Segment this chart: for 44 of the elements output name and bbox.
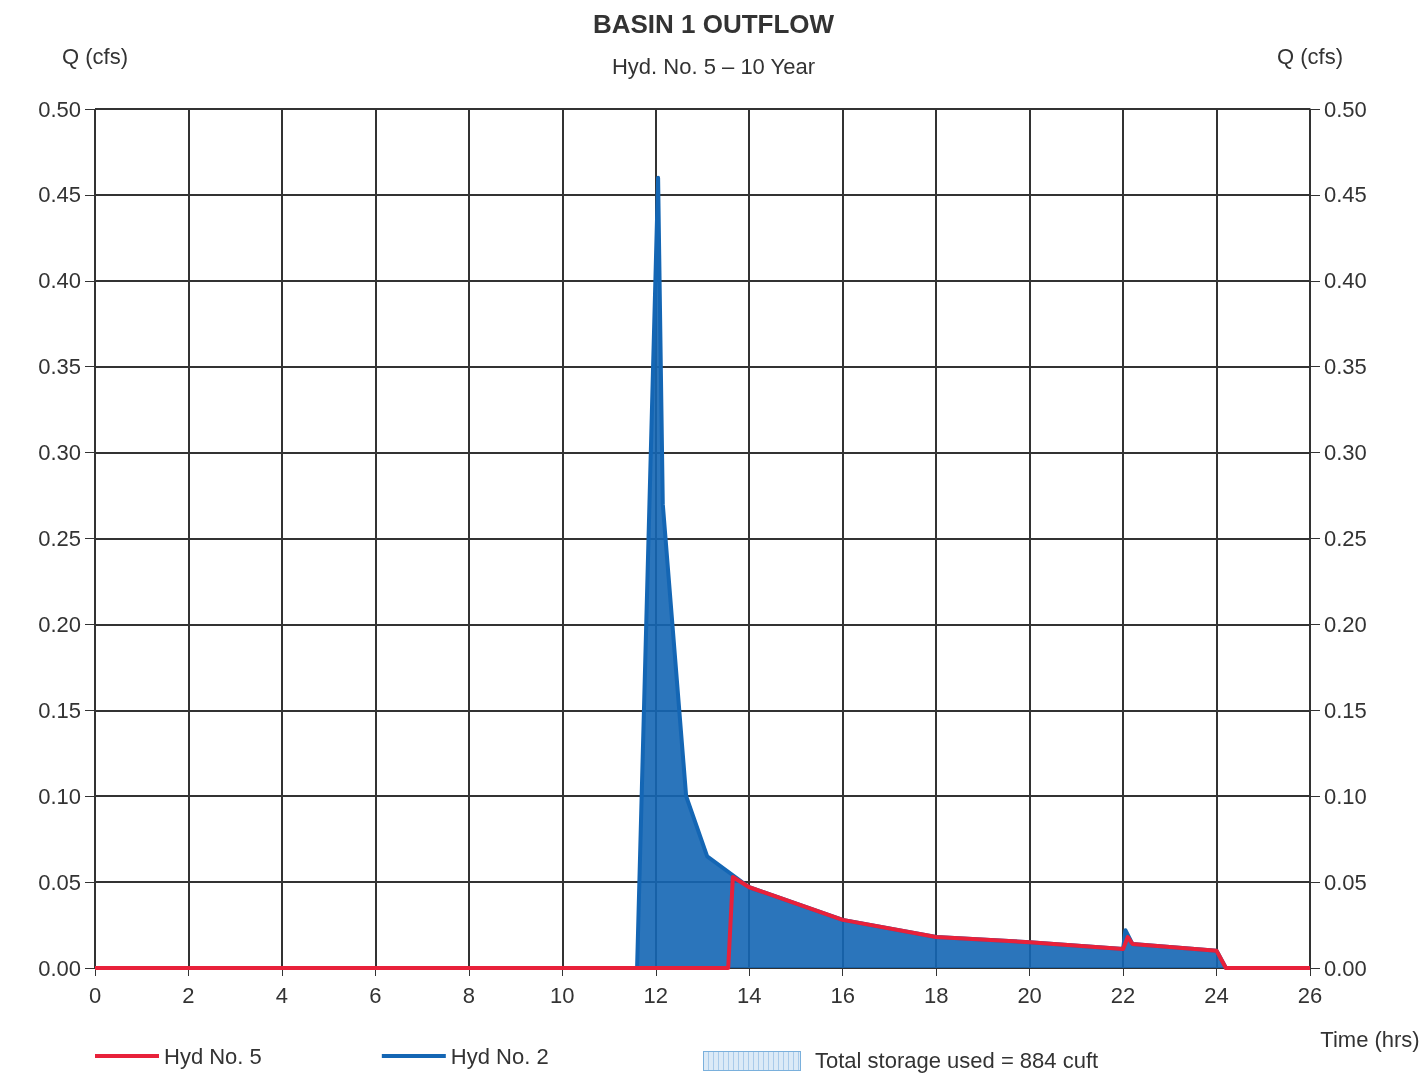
y2-tick-label: 0.40	[1324, 268, 1367, 294]
x-tick-label: 24	[1204, 982, 1229, 1008]
x-tick-label: 2	[182, 982, 195, 1008]
legend-label: Hyd No. 2	[450, 1043, 549, 1069]
y-tick-label: 0.40	[38, 268, 81, 294]
y2-axis-title: Q (cfs)	[1277, 43, 1343, 69]
y2-tick-label: 0.20	[1324, 611, 1367, 637]
y-axis-title: Q (cfs)	[62, 43, 128, 69]
y2-tick-label: 0.15	[1324, 697, 1367, 723]
y2-tick-label: 0.00	[1324, 955, 1367, 981]
chart-subtitle: Hyd. No. 5 – 10 Year	[611, 53, 816, 79]
y2-tick-label: 0.50	[1324, 96, 1367, 122]
legend-label: Hyd No. 5	[164, 1043, 262, 1069]
x-tick-label: 14	[736, 982, 762, 1008]
chart-title: BASIN 1 OUTFLOW	[592, 9, 835, 39]
y2-tick-label: 0.45	[1324, 182, 1367, 208]
text: Total storage used = 884 cuft	[815, 1048, 1099, 1074]
y-tick-label: 0.50	[38, 96, 81, 122]
y-tick-label: 0.05	[38, 869, 81, 895]
y2-tick-label: 0.35	[1324, 354, 1367, 380]
x-tick-label: 26	[1297, 982, 1323, 1008]
y2-tick-label: 0.25	[1324, 526, 1367, 551]
x-tick-label: 22	[1110, 982, 1136, 1008]
y-tick-label: 0.25	[38, 526, 81, 551]
x-tick-label: 6	[369, 982, 382, 1008]
x-tick-label: 12	[643, 982, 669, 1008]
x-tick-label: 4	[275, 982, 289, 1008]
y-tick-label: 0.00	[38, 955, 81, 981]
x-axis-title: Time (hrs)	[1320, 1026, 1420, 1052]
y-tick-label: 0.10	[38, 783, 81, 809]
y2-tick-label: 0.05	[1324, 869, 1367, 895]
x-tick-label: 20	[1017, 982, 1042, 1008]
y-tick-label: 0.20	[38, 611, 81, 637]
x-tick-label: 18	[923, 982, 949, 1008]
y-tick-label: 0.15	[38, 697, 81, 723]
y-tick-label: 0.30	[38, 440, 81, 466]
x-tick-label: 8	[462, 982, 475, 1008]
x-tick-label: 0	[88, 982, 102, 1008]
y-tick-label: 0.35	[38, 354, 81, 380]
x-tick-label: 16	[830, 982, 855, 1008]
y2-tick-label: 0.10	[1324, 783, 1367, 809]
x-tick-label: 10	[550, 982, 575, 1008]
y-tick-label: 0.45	[38, 182, 81, 208]
y2-tick-label: 0.30	[1324, 440, 1367, 466]
